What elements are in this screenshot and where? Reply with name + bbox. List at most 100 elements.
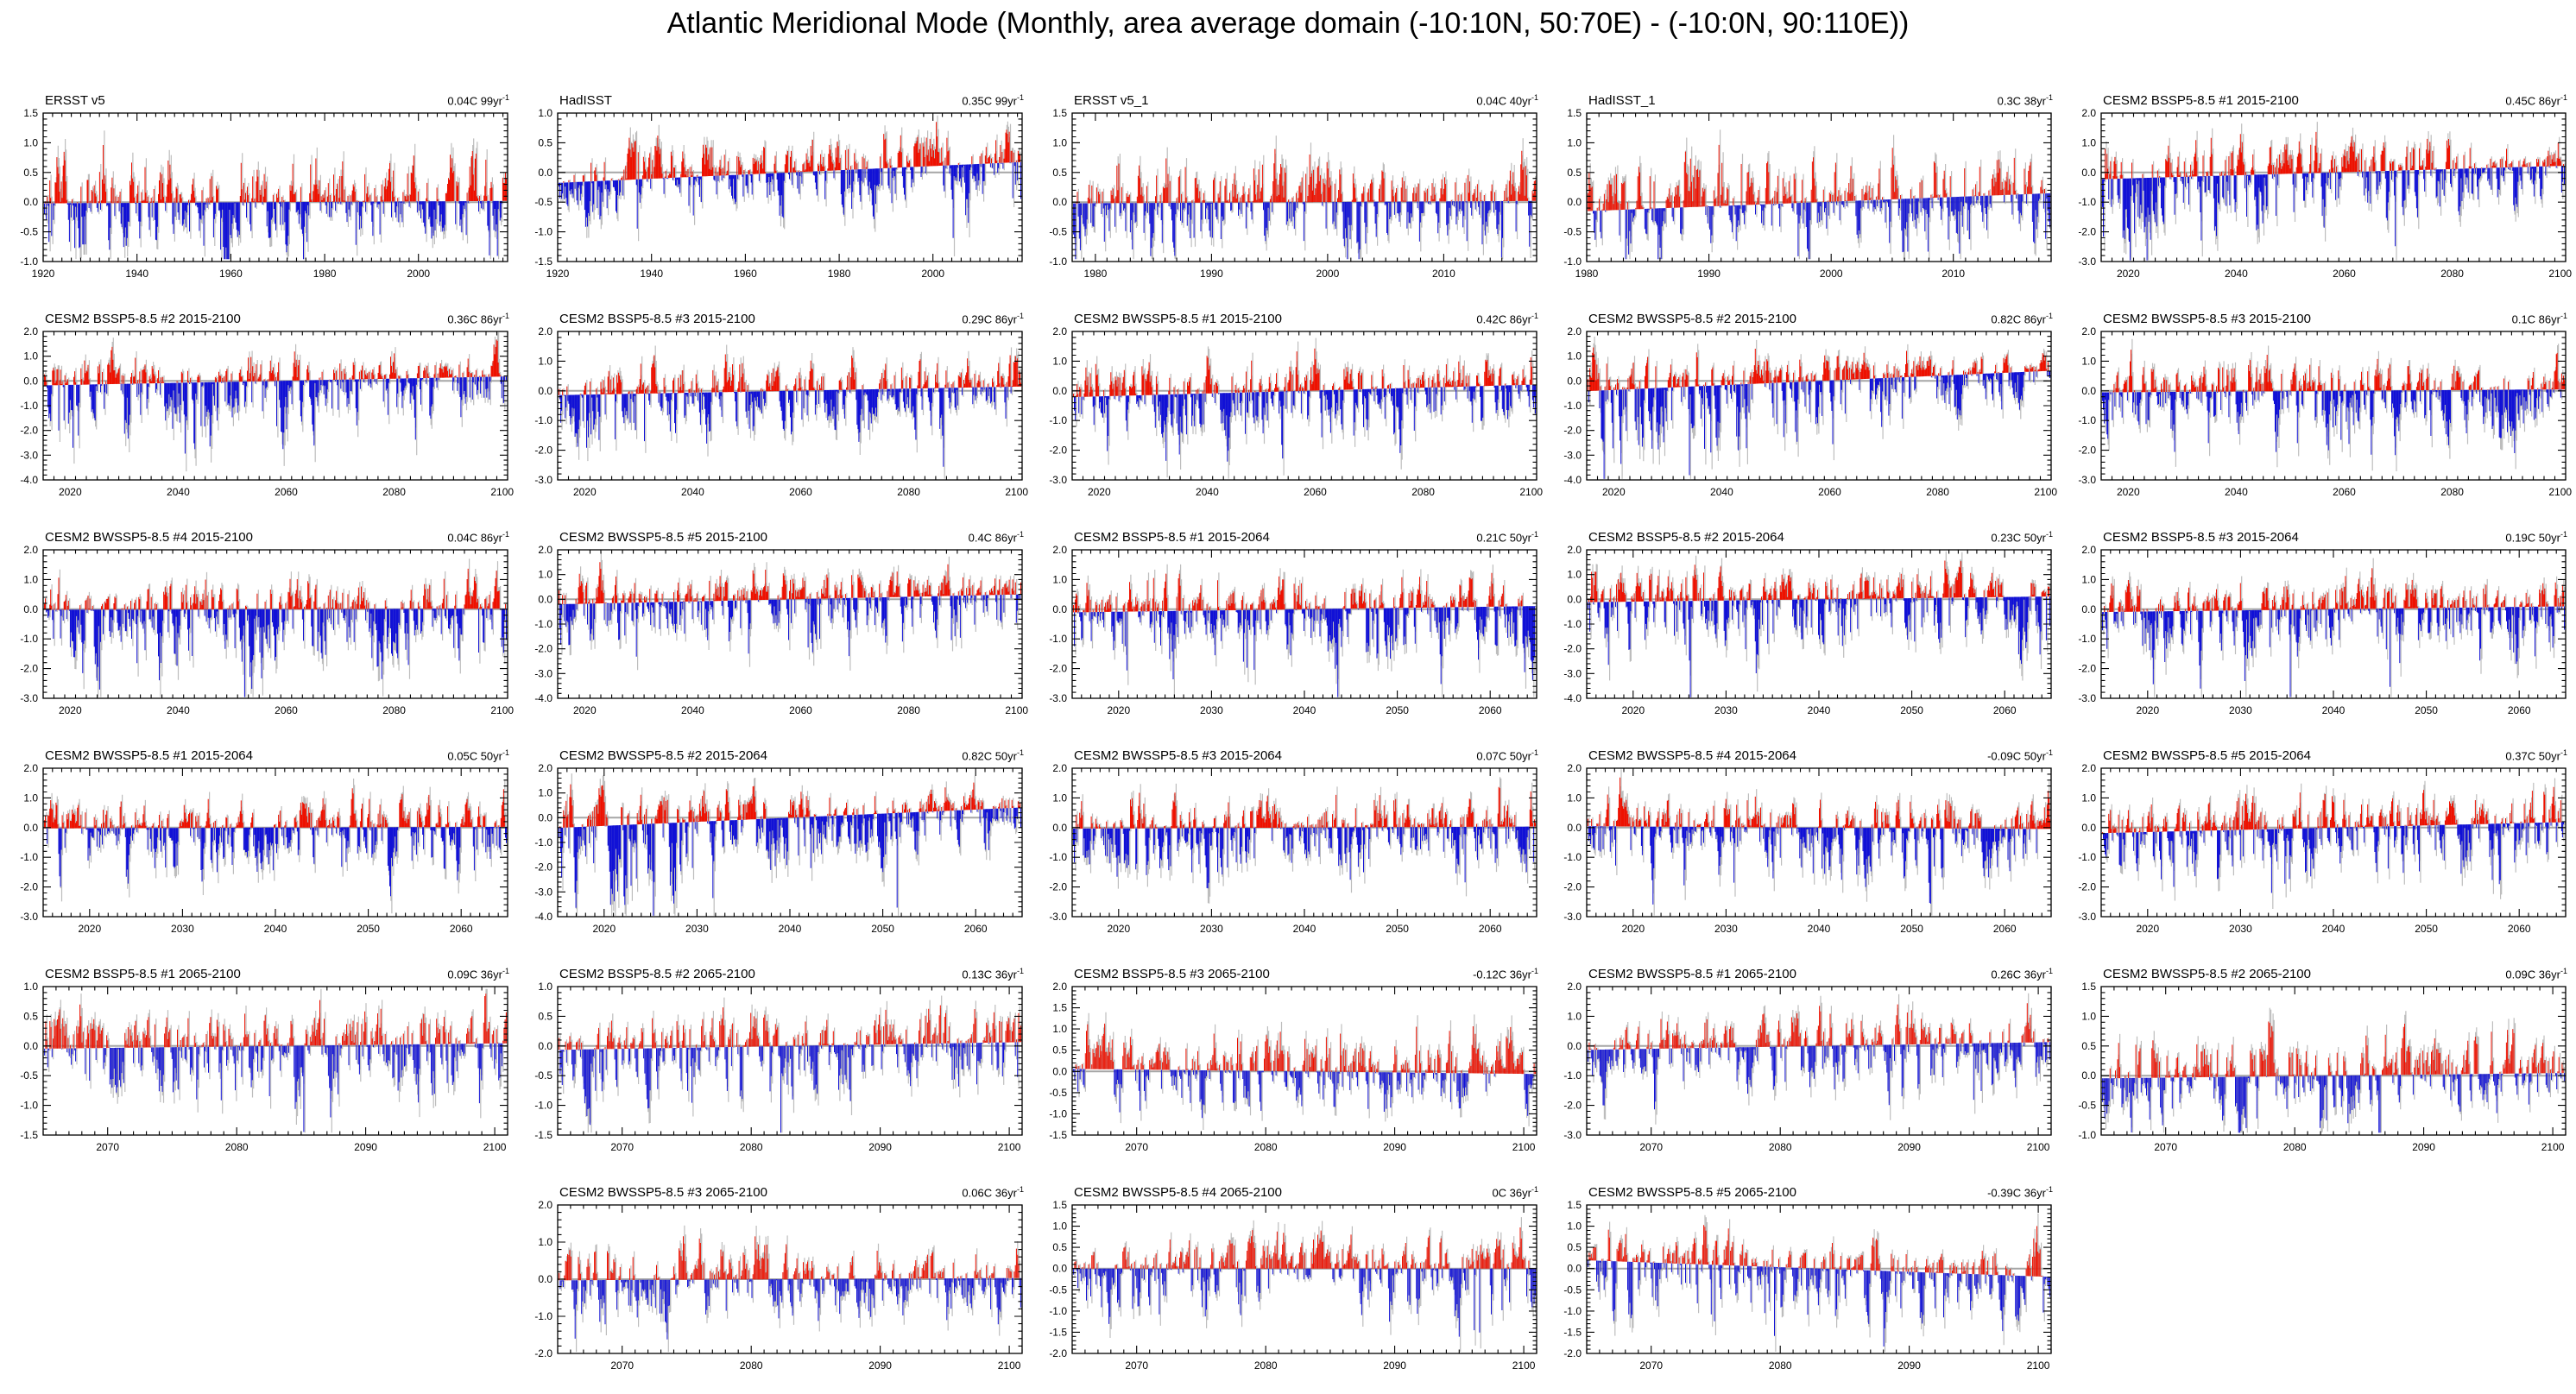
panel-header: ERSST v5 0.04C 99yr-1	[45, 93, 509, 110]
panel-title: CESM2 BWSSP5-8.5 #5 2065-2100	[1588, 1185, 1796, 1201]
x-tick-label: 2030	[2229, 704, 2252, 716]
anomaly-bar-chart: -1.0 -0.5 0.0 0.5 1.0 1.5 1920 1940 1960 1980 2000	[20, 107, 508, 280]
positive-anomaly-bars	[2105, 131, 2564, 180]
shadow-series	[1588, 1213, 2052, 1352]
x-tick-label: 1990	[1200, 268, 1223, 280]
y-tick-label: -1.5	[20, 1129, 38, 1141]
chart-panel: CESM2 BWSSP5-8.5 #1 2015-2100 0.42C 86yr…	[1031, 301, 1545, 520]
plot-frame	[2100, 986, 2567, 1136]
positive-anomaly-bars	[44, 568, 506, 610]
y-tick-label: 0.0	[23, 1040, 38, 1052]
y-tick-label: 1.0	[23, 792, 38, 804]
y-tick-label: -2.0	[1049, 663, 1067, 675]
plot-frame	[42, 549, 508, 699]
anomaly-bar-chart: -3.0 -2.0 -1.0 0.0 1.0 2.0 2020 2030 2040 2050 206…	[1049, 762, 1537, 935]
shadow-series	[1074, 1217, 1537, 1352]
plot-frame	[1586, 112, 2052, 262]
x-tick-label: 2040	[167, 704, 190, 716]
y-tick-label: 0.0	[23, 196, 38, 208]
trend-label: 0.35C 99yr-1	[962, 93, 1024, 108]
panel-title: CESM2 BWSSP5-8.5 #2 2065-2100	[2103, 967, 2311, 982]
y-tick-label: 0.0	[538, 1040, 552, 1052]
trend-label: 0.36C 86yr-1	[447, 312, 509, 326]
y-tick-label: -3.0	[534, 886, 552, 898]
panel-header: CESM2 BSSP5-8.5 #3 2065-2100 -0.12C 36yr…	[1074, 967, 1538, 984]
y-tick-label: 0.0	[2081, 603, 2096, 615]
x-tick-label: 2100	[2027, 1359, 2050, 1372]
anomaly-bar-chart: -3.0 -2.0 -1.0 0.0 1.0 2.0 2020 2030 2040 2050 206…	[2078, 762, 2567, 935]
panel-title: CESM2 BWSSP5-8.5 #2 2015-2100	[1588, 312, 1796, 327]
axis-ticks	[1071, 331, 1537, 481]
panel-title: CESM2 BWSSP5-8.5 #5 2015-2100	[559, 530, 767, 546]
x-tick-label: 2000	[1316, 268, 1340, 280]
x-tick-label: 2060	[275, 704, 298, 716]
x-tick-label: 2080	[225, 1141, 249, 1153]
x-tick-label: 2050	[1386, 704, 1409, 716]
y-tick-label: -2.0	[534, 861, 552, 874]
x-tick-label: 2100	[483, 1141, 507, 1153]
y-tick-label: 1.0	[538, 355, 552, 367]
y-tick-label: -0.5	[1049, 1087, 1067, 1099]
x-tick-label: 2090	[1897, 1141, 1921, 1153]
y-tick-label: -3.0	[534, 474, 552, 486]
y-tick-label: 0.5	[23, 167, 38, 179]
y-tick-label: 0.5	[2081, 1040, 2096, 1052]
trend-label: 0.06C 36yr-1	[962, 1185, 1024, 1200]
anomaly-bar-chart: -3.0 -2.0 -1.0 0.0 1.0 2.0 2020 2040 2060 2080 210…	[20, 544, 514, 716]
trend-label: 0.26C 36yr-1	[1991, 967, 2053, 981]
x-tick-label: 2090	[868, 1359, 892, 1372]
y-tick-label: 1.0	[1567, 1010, 1582, 1022]
panel-header: HadISST 0.35C 99yr-1	[559, 93, 1024, 110]
y-tick-label: 2.0	[538, 1199, 552, 1211]
x-tick-label: 2100	[1005, 704, 1028, 716]
trend-label: 0.05C 50yr-1	[447, 748, 509, 763]
panel-header: CESM2 BWSSP5-8.5 #4 2065-2100 0C 36yr-1	[1074, 1185, 1538, 1202]
panel-title: CESM2 BSSP5-8.5 #2 2015-2064	[1588, 530, 1784, 546]
anomaly-bar-chart: -4.0 -3.0 -2.0 -1.0 0.0 1.0 2.0 2020 2030 2040 205…	[1563, 544, 2052, 716]
axis-ticks	[557, 1204, 1023, 1354]
axis-ticks	[1071, 986, 1537, 1136]
y-tick-label: -3.0	[2078, 911, 2096, 923]
x-tick-label: 2050	[357, 923, 380, 935]
y-tick-label: -1.0	[20, 400, 38, 412]
y-tick-label: -1.0	[1563, 255, 1582, 268]
x-tick-label: 2090	[2412, 1141, 2435, 1153]
y-tick-label: -2.0	[1563, 643, 1582, 655]
shadow-series	[2103, 122, 2567, 261]
y-tick-label: 0.5	[1052, 167, 1067, 179]
panel-title: ERSST v5_1	[1074, 93, 1149, 109]
panel-title: CESM2 BSSP5-8.5 #1 2065-2100	[45, 967, 241, 982]
y-tick-label: -1.5	[1049, 1129, 1067, 1141]
y-tick-label: 0.0	[1567, 593, 1582, 605]
y-tick-label: 0.5	[1567, 1241, 1582, 1253]
y-tick-label: 2.0	[2081, 762, 2096, 774]
y-tick-label: -1.0	[534, 836, 552, 848]
y-tick-label: 1.0	[1567, 350, 1582, 363]
x-tick-label: 1960	[734, 268, 757, 280]
x-tick-label: 2060	[1993, 923, 2017, 935]
y-tick-label: -2.0	[1049, 445, 1067, 457]
x-tick-label: 2030	[1714, 923, 1738, 935]
y-tick-label: -3.0	[1563, 667, 1582, 679]
positive-anomaly-bars	[559, 562, 1021, 605]
anomaly-bar-chart: -3.0 -2.0 -1.0 0.0 1.0 2.0 2020 2030 2040 2050 206…	[1563, 762, 2052, 935]
negative-anomaly-bars	[1588, 1042, 2050, 1110]
x-tick-label: 1980	[313, 268, 337, 280]
x-tick-label: 2050	[1900, 704, 1923, 716]
panel-header: HadISST_1 0.3C 38yr-1	[1588, 93, 2053, 110]
panel-title: CESM2 BSSP5-8.5 #3 2015-2064	[2103, 530, 2299, 546]
x-tick-label: 2040	[2322, 923, 2346, 935]
axis-ticks	[42, 331, 508, 481]
positive-anomaly-bars	[559, 1005, 1021, 1050]
panel-header: CESM2 BSSP5-8.5 #3 2015-2064 0.19C 50yr-…	[2103, 530, 2567, 547]
negative-anomaly-bars	[2103, 822, 2564, 893]
x-tick-label: 1940	[640, 268, 663, 280]
x-tick-label: 2100	[2027, 1141, 2050, 1153]
chart-panel: CESM2 BWSSP5-8.5 #4 2015-2064 -0.09C 50y…	[1545, 738, 2060, 956]
x-tick-label: 2100	[2548, 268, 2572, 280]
negative-anomaly-bars	[2102, 1073, 2565, 1133]
chart-panel: CESM2 BSSP5-8.5 #1 2065-2100 0.09C 36yr-…	[2, 956, 516, 1175]
y-tick-label: 2.0	[538, 762, 552, 774]
y-tick-label: 1.0	[1567, 1221, 1582, 1233]
chart-panel: CESM2 BWSSP5-8.5 #5 2065-2100 -0.39C 36y…	[1545, 1175, 2060, 1393]
